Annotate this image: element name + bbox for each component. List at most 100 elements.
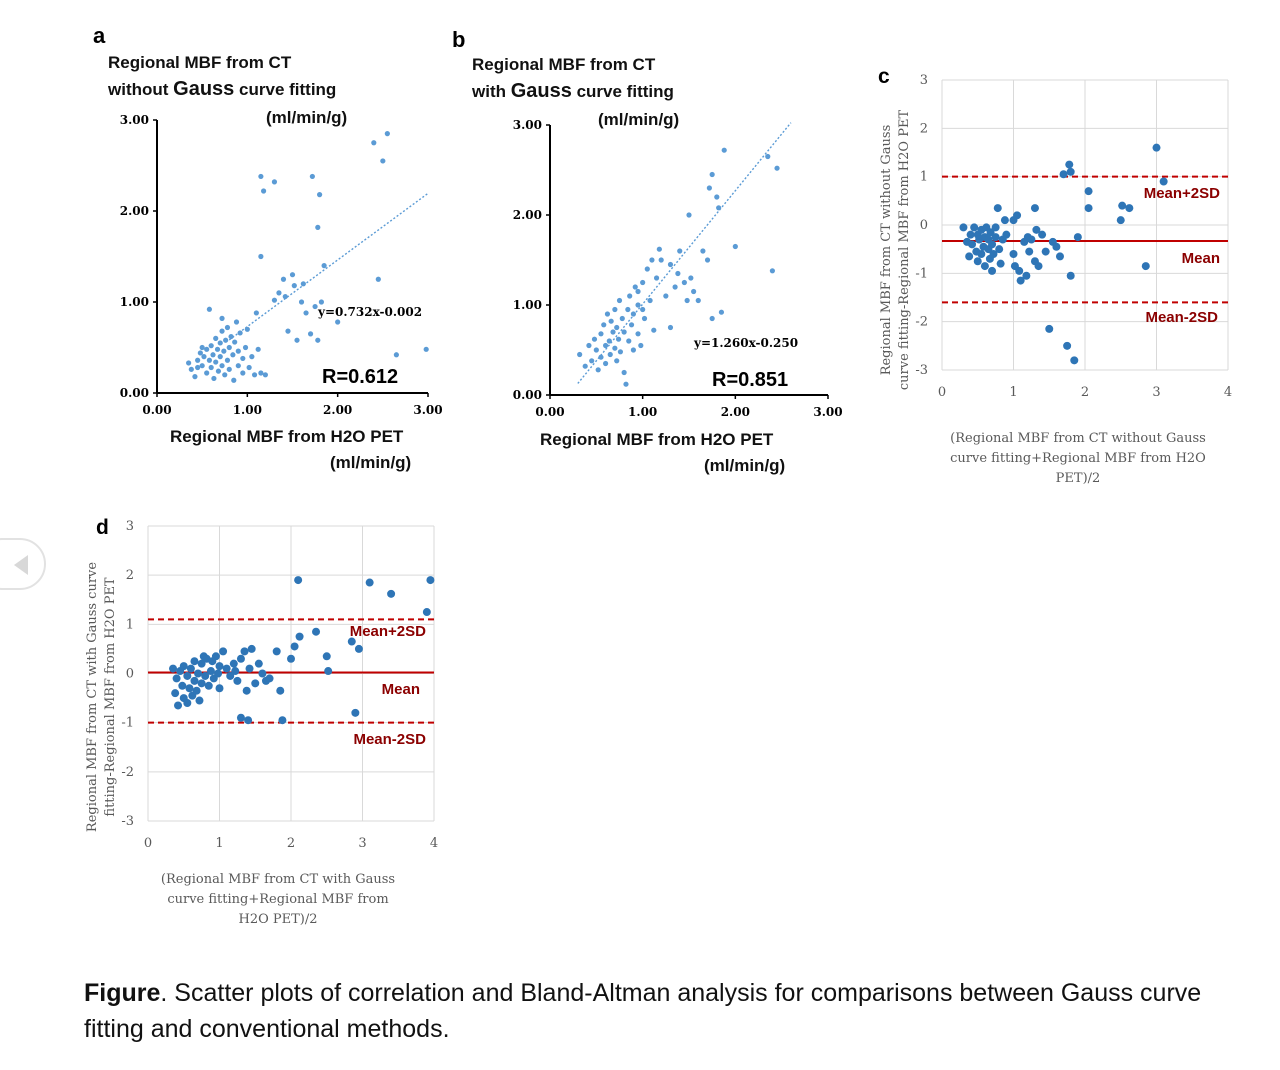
- data-point: [1032, 225, 1041, 234]
- data-point: [298, 299, 305, 305]
- data-point: [192, 374, 198, 380]
- data-point: [672, 284, 678, 290]
- data-point: [280, 276, 287, 282]
- data-point: [608, 318, 614, 324]
- reference-label-mean: Mean: [382, 681, 420, 698]
- data-point: [324, 667, 333, 676]
- data-point: [591, 336, 598, 342]
- data-point: [686, 212, 692, 218]
- data-point: [215, 368, 222, 374]
- data-point: [309, 173, 315, 180]
- data-point: [619, 315, 625, 322]
- data-point: [260, 188, 267, 194]
- previous-slide-button[interactable]: [0, 538, 46, 590]
- data-point: [988, 240, 997, 249]
- y-tick-label: 1.00: [120, 295, 149, 309]
- data-point: [315, 224, 321, 230]
- data-point: [237, 330, 243, 336]
- y-tick-label: 0: [126, 667, 134, 682]
- data-point: [677, 248, 683, 254]
- data-point: [295, 632, 304, 641]
- data-point: [732, 243, 738, 250]
- x-tick-label: 2: [1081, 385, 1089, 400]
- figure-caption: Figure. Scatter plots of correlation and…: [84, 975, 1204, 1047]
- y-tick-label: 1.00: [513, 298, 542, 312]
- y-tick-label: 3.00: [120, 113, 149, 127]
- x-tick-label: 2.00: [721, 405, 750, 419]
- data-point: [769, 268, 776, 274]
- data-point: [626, 338, 632, 344]
- data-point: [1015, 266, 1024, 275]
- data-point: [219, 328, 225, 334]
- data-point: [1141, 262, 1150, 271]
- data-point: [586, 342, 592, 349]
- x-tick-label: 4: [1224, 385, 1232, 400]
- x-tick-label: 0: [144, 836, 152, 851]
- data-point: [649, 257, 655, 263]
- data-point: [230, 352, 236, 358]
- x-axis-title-line-1: (Regional MBF from CT without Gauss: [950, 431, 1206, 446]
- data-point: [616, 297, 623, 304]
- data-point: [294, 337, 300, 343]
- data-point: [271, 297, 278, 303]
- data-point: [228, 333, 234, 340]
- data-point: [716, 205, 722, 211]
- data-point: [195, 364, 201, 371]
- y-tick-label: 2: [126, 568, 134, 583]
- x-axis-title-line-1: (Regional MBF from CT with Gauss: [161, 872, 395, 887]
- data-point: [387, 589, 396, 598]
- data-point: [706, 185, 712, 191]
- data-point: [249, 354, 255, 360]
- data-point: [607, 351, 613, 358]
- data-point: [595, 367, 601, 373]
- data-point: [651, 327, 657, 333]
- data-point: [656, 246, 662, 252]
- data-point: [623, 381, 629, 387]
- data-point: [247, 644, 256, 653]
- panel-label: a: [93, 23, 106, 48]
- data-point: [1118, 201, 1127, 210]
- data-point: [700, 248, 706, 254]
- data-point: [226, 344, 232, 351]
- data-point: [371, 140, 377, 146]
- data-point: [351, 708, 360, 717]
- data-point: [1041, 247, 1050, 256]
- data-point: [1084, 187, 1093, 196]
- data-point: [262, 372, 268, 378]
- data-point: [233, 319, 240, 325]
- reference-label-mean-2sd: Mean-2SD: [1145, 309, 1218, 326]
- data-point: [1063, 341, 1072, 350]
- data-point: [251, 372, 258, 378]
- data-point: [1066, 167, 1075, 176]
- data-point: [251, 679, 260, 688]
- data-point: [219, 363, 225, 369]
- data-point: [598, 354, 604, 360]
- data-point: [192, 686, 201, 695]
- data-point: [1038, 230, 1047, 239]
- data-point: [1045, 324, 1054, 333]
- data-point: [229, 659, 238, 668]
- data-point: [614, 358, 620, 364]
- data-point: [211, 375, 217, 382]
- data-point: [996, 259, 1005, 268]
- data-point: [663, 293, 669, 299]
- correlation-coefficient: R=0.612: [322, 366, 398, 388]
- y-tick-label: 3: [920, 73, 928, 88]
- data-point: [183, 671, 192, 680]
- data-point: [577, 351, 583, 358]
- x-tick-label: 0.00: [535, 405, 564, 419]
- data-point: [695, 297, 701, 304]
- data-point: [315, 337, 321, 343]
- data-point: [285, 328, 291, 334]
- data-point: [188, 366, 194, 372]
- y-tick-label: -2: [915, 315, 928, 330]
- data-point: [172, 674, 181, 683]
- data-point: [244, 716, 253, 725]
- data-point: [966, 230, 975, 239]
- data-point: [644, 266, 650, 272]
- data-point: [640, 306, 646, 313]
- data-point: [721, 147, 727, 153]
- data-point: [965, 252, 974, 261]
- data-point: [667, 261, 674, 268]
- y-tick-label: 3: [126, 519, 134, 534]
